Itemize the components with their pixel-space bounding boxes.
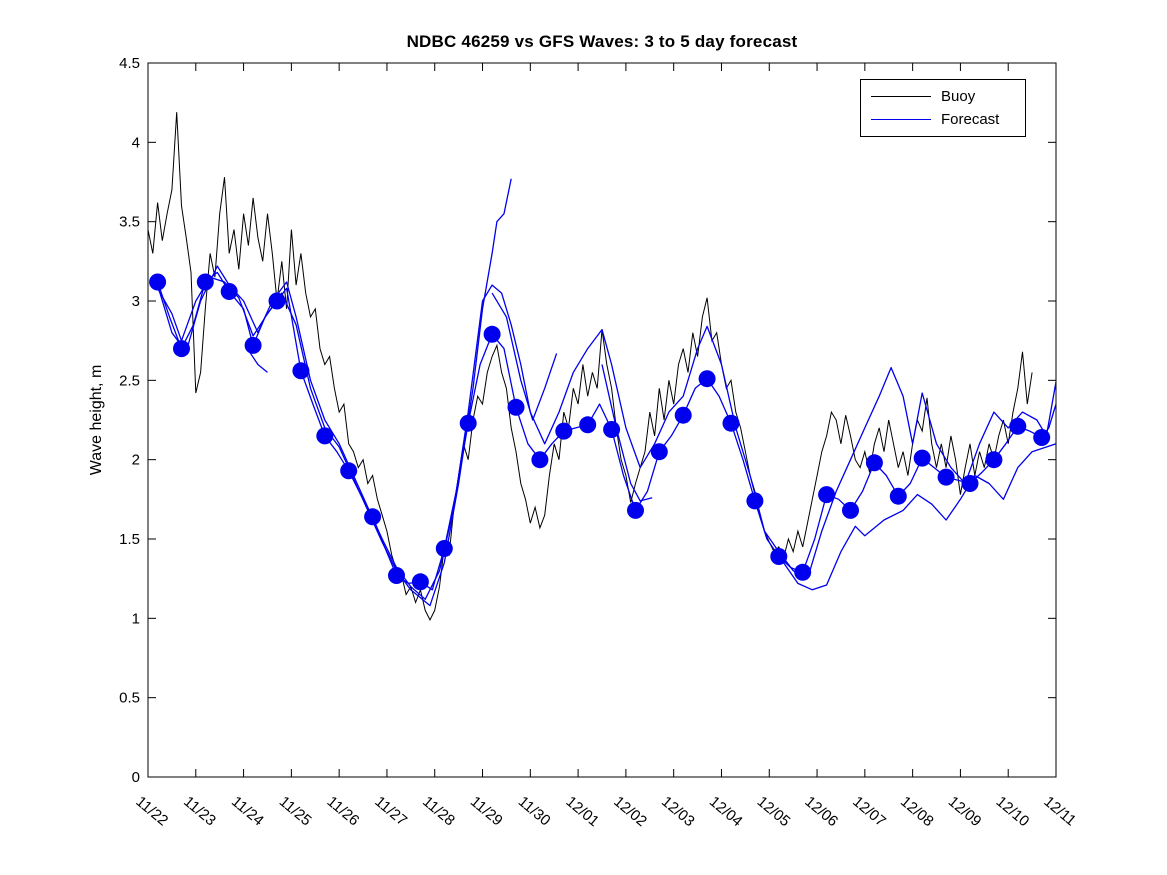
buoy-series-line bbox=[148, 112, 1033, 622]
forecast-dot bbox=[794, 563, 812, 581]
forecast-run-7-line bbox=[783, 443, 1056, 591]
forecast-dot bbox=[722, 414, 740, 432]
forecast-dot bbox=[340, 462, 358, 480]
forecast-dot bbox=[555, 422, 573, 440]
y-tick-label: 1.5 bbox=[119, 531, 140, 548]
forecast-dot bbox=[316, 427, 334, 445]
x-tick-label: 12/11 bbox=[1040, 793, 1079, 829]
forecast-dot bbox=[531, 451, 549, 469]
forecast-dot bbox=[842, 501, 859, 519]
forecast-dot bbox=[937, 468, 955, 486]
forecast-dot bbox=[435, 540, 453, 557]
x-tick-label: 12/08 bbox=[897, 793, 937, 830]
y-tick-label: 4 bbox=[132, 134, 140, 151]
x-tick-label: 11/25 bbox=[276, 793, 315, 829]
forecast-dot bbox=[411, 573, 429, 591]
y-tick-label: 3.5 bbox=[119, 214, 140, 231]
forecast-dot bbox=[364, 508, 382, 526]
forecast-run-3-line bbox=[157, 178, 512, 607]
x-tick-label: 12/10 bbox=[993, 793, 1033, 830]
forecast-dot bbox=[603, 421, 621, 438]
x-tick-label: 12/03 bbox=[658, 793, 698, 830]
forecast-dot bbox=[746, 492, 764, 510]
forecast-dot bbox=[865, 454, 883, 472]
y-tick-label: 1 bbox=[132, 610, 140, 627]
legend-label-buoy: Buoy bbox=[941, 88, 976, 106]
forecast-dot bbox=[220, 283, 238, 300]
forecast-run-6-line bbox=[247, 349, 268, 373]
legend-entry-forecast: Forecast bbox=[871, 112, 1025, 127]
forecast-dot bbox=[961, 475, 979, 492]
forecast-dot bbox=[388, 567, 405, 584]
legend-entry-buoy: Buoy bbox=[871, 89, 1025, 104]
y-tick-label: 2.5 bbox=[119, 372, 140, 389]
x-tick-label: 11/27 bbox=[371, 793, 410, 829]
y-tick-label: 0.5 bbox=[119, 690, 140, 707]
y-tick-label: 2 bbox=[132, 452, 140, 469]
legend: Buoy Forecast bbox=[860, 79, 1026, 137]
forecast-dot bbox=[770, 548, 788, 565]
x-tick-label: 11/23 bbox=[180, 793, 219, 829]
forecast-dot bbox=[1033, 429, 1051, 446]
x-tick-label: 11/26 bbox=[324, 793, 363, 829]
x-tick-label: 12/01 bbox=[563, 793, 603, 830]
y-tick-label: 4.5 bbox=[119, 55, 140, 72]
forecast-dot bbox=[149, 273, 167, 291]
forecast-dot bbox=[818, 486, 836, 504]
x-tick-label: 12/06 bbox=[801, 793, 841, 830]
buoy-line-swatch bbox=[871, 96, 931, 98]
forecast-run-5-line bbox=[601, 364, 653, 502]
x-tick-label: 12/05 bbox=[754, 793, 794, 830]
forecast-dot bbox=[985, 451, 1003, 469]
forecast-dot bbox=[173, 340, 190, 358]
forecast-dot bbox=[698, 370, 716, 388]
forecast-dot bbox=[650, 443, 668, 461]
x-tick-label: 12/09 bbox=[945, 793, 985, 830]
x-tick-label: 11/28 bbox=[419, 793, 458, 829]
forecast-dot bbox=[627, 501, 644, 519]
x-tick-label: 11/30 bbox=[515, 793, 554, 829]
forecast-run-4-line bbox=[491, 292, 558, 421]
x-tick-label: 12/02 bbox=[610, 793, 650, 830]
forecast-dot bbox=[674, 406, 692, 424]
forecast-dot bbox=[459, 414, 477, 432]
y-tick-label: 3 bbox=[132, 293, 140, 310]
x-tick-label: 12/07 bbox=[849, 793, 889, 830]
forecast-dot bbox=[244, 336, 262, 354]
forecast-dot bbox=[196, 273, 214, 291]
forecast-dot bbox=[292, 362, 310, 380]
forecast-run-2-line bbox=[156, 265, 1056, 600]
chart-title: NDBC 46259 vs GFS Waves: 3 to 5 day fore… bbox=[406, 32, 798, 51]
forecast-dot bbox=[483, 325, 501, 343]
legend-label-forecast: Forecast bbox=[941, 110, 1000, 128]
forecast-dot bbox=[507, 398, 525, 416]
forecast-dot bbox=[1009, 417, 1027, 435]
x-tick-label: 12/04 bbox=[706, 793, 746, 830]
forecast-dot bbox=[889, 487, 907, 505]
forecast-dot bbox=[268, 292, 286, 310]
forecast-dot bbox=[579, 416, 597, 434]
x-tick-label: 11/24 bbox=[228, 793, 267, 829]
y-tick-label: 0 bbox=[132, 769, 140, 786]
x-tick-label: 11/22 bbox=[132, 793, 171, 829]
x-tick-label: 11/29 bbox=[467, 793, 506, 829]
forecast-dot bbox=[913, 449, 931, 467]
forecast-line-swatch bbox=[871, 118, 931, 120]
